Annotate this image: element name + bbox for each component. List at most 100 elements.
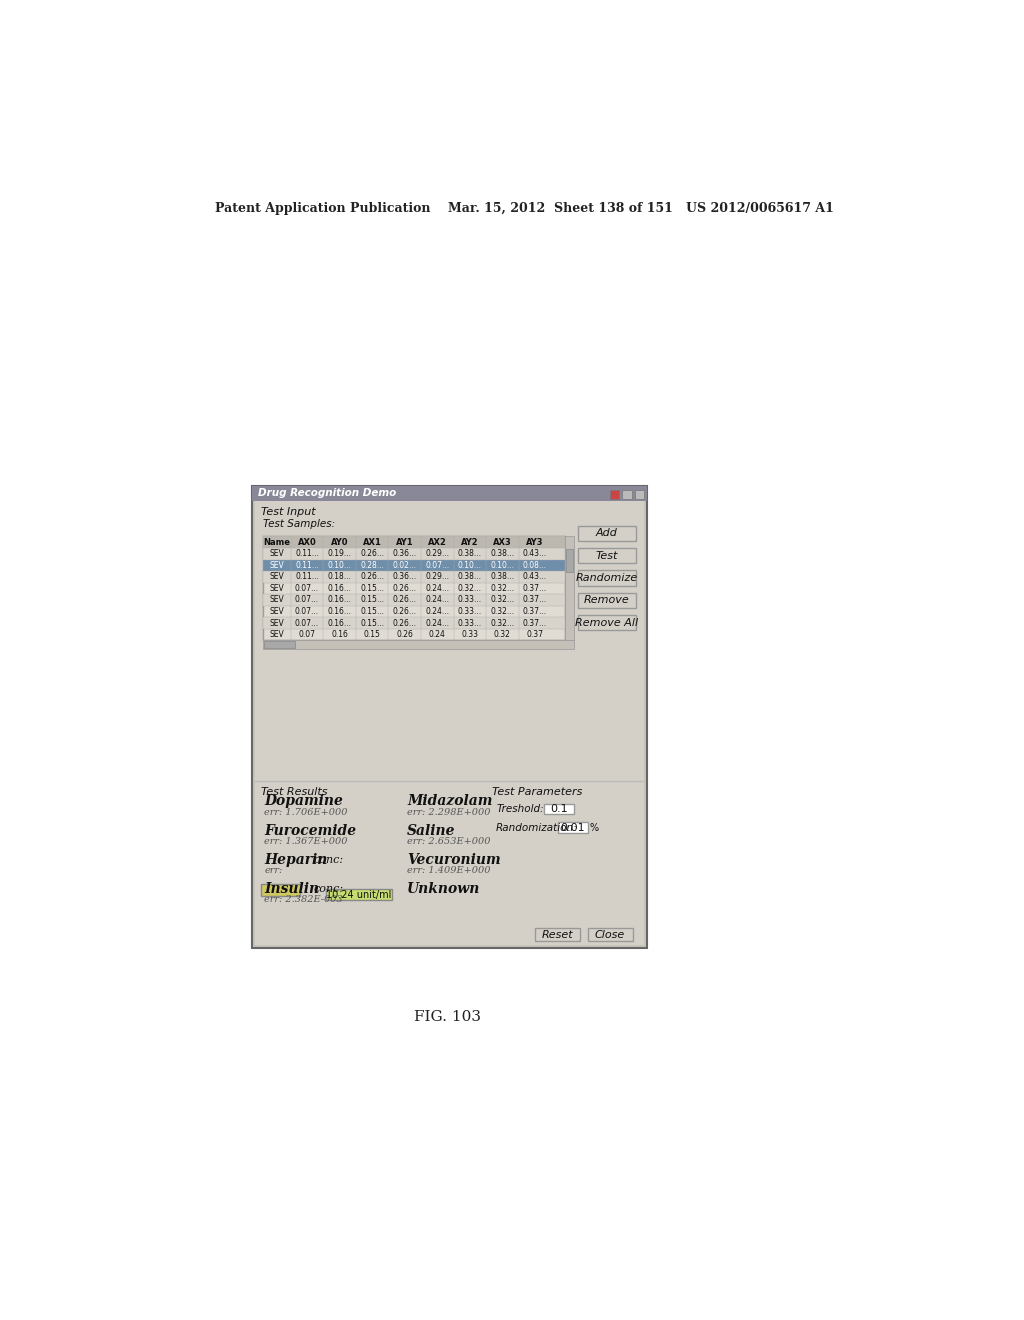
Bar — [578, 593, 636, 609]
Text: SEV: SEV — [269, 607, 285, 616]
Bar — [252, 486, 647, 948]
Text: 0.07...: 0.07... — [295, 583, 319, 593]
Text: 0.26...: 0.26... — [360, 549, 384, 558]
Text: 0.16...: 0.16... — [328, 595, 351, 605]
Text: 0.11...: 0.11... — [295, 549, 318, 558]
Text: err: 2.653E+000: err: 2.653E+000 — [407, 837, 490, 846]
Text: 0.26...: 0.26... — [360, 573, 384, 581]
Text: 0.10...: 0.10... — [328, 561, 351, 570]
Text: AY2: AY2 — [461, 537, 478, 546]
Text: SEV: SEV — [269, 630, 285, 639]
Text: 0.07...: 0.07... — [295, 619, 319, 627]
Text: 0.33: 0.33 — [461, 630, 478, 639]
Text: 0.37...: 0.37... — [523, 607, 547, 616]
Text: 0.16...: 0.16... — [328, 583, 351, 593]
Text: AY1: AY1 — [396, 537, 414, 546]
Text: SEV: SEV — [269, 595, 285, 605]
Text: 0.37...: 0.37... — [523, 619, 547, 627]
Text: 0.07: 0.07 — [299, 630, 315, 639]
Text: 0.1: 0.1 — [550, 804, 567, 814]
Text: Add: Add — [596, 528, 617, 539]
Text: Drug Recognition Demo: Drug Recognition Demo — [258, 488, 396, 499]
Text: AX1: AX1 — [362, 537, 382, 546]
Text: 0.02...: 0.02... — [392, 561, 417, 570]
Text: Dopamine: Dopamine — [264, 795, 343, 808]
Text: SEV: SEV — [269, 549, 285, 558]
Text: 0.32...: 0.32... — [458, 583, 481, 593]
Text: 0.10...: 0.10... — [490, 561, 514, 570]
Text: 10.24 unit/ml: 10.24 unit/ml — [327, 890, 391, 899]
Text: 0.32: 0.32 — [494, 630, 511, 639]
Text: Name: Name — [263, 537, 290, 546]
Bar — [264, 642, 295, 648]
Text: 0.11...: 0.11... — [295, 573, 318, 581]
Text: 0.37: 0.37 — [526, 630, 544, 639]
Text: 0.29...: 0.29... — [425, 549, 450, 558]
Text: %: % — [589, 822, 598, 833]
Text: 0.26...: 0.26... — [392, 595, 417, 605]
Bar — [578, 525, 636, 541]
Bar — [544, 804, 573, 814]
Text: 0.15...: 0.15... — [360, 595, 384, 605]
Text: 0.24...: 0.24... — [425, 619, 450, 627]
Text: 0.16...: 0.16... — [328, 619, 351, 627]
Text: Insulin: Insulin — [264, 882, 319, 896]
Text: 0.08...: 0.08... — [523, 561, 547, 570]
Text: 0.32...: 0.32... — [490, 583, 514, 593]
Text: Furocemide: Furocemide — [264, 824, 356, 838]
Text: 0.11...: 0.11... — [295, 561, 318, 570]
Text: 0.38...: 0.38... — [490, 549, 514, 558]
Text: AY0: AY0 — [331, 537, 348, 546]
Text: 0.26: 0.26 — [396, 630, 413, 639]
Text: Test: Test — [596, 550, 618, 561]
Text: 0.26...: 0.26... — [392, 607, 417, 616]
Text: Randomize: Randomize — [575, 573, 638, 583]
Text: 0.19...: 0.19... — [328, 549, 351, 558]
Bar — [578, 615, 636, 631]
Text: 0.32...: 0.32... — [490, 607, 514, 616]
Text: Test Input: Test Input — [261, 507, 316, 517]
Text: err: 2.298E+000: err: 2.298E+000 — [407, 808, 490, 817]
Text: Close: Close — [595, 929, 626, 940]
Text: 0.07...: 0.07... — [425, 561, 450, 570]
Bar — [610, 490, 620, 499]
Bar — [327, 890, 392, 900]
Text: 0.29...: 0.29... — [425, 573, 450, 581]
Text: err: 2.382E-003: err: 2.382E-003 — [264, 895, 343, 904]
Text: err: 1.706E+000: err: 1.706E+000 — [264, 808, 348, 817]
Text: Treshold:: Treshold: — [496, 804, 544, 814]
Text: 0.38...: 0.38... — [458, 573, 481, 581]
Text: 0.33...: 0.33... — [458, 619, 482, 627]
Bar — [535, 928, 580, 941]
Text: 0.38...: 0.38... — [490, 573, 514, 581]
Text: 0.37...: 0.37... — [523, 595, 547, 605]
Bar — [558, 822, 588, 833]
Bar — [263, 548, 565, 560]
Text: err:: err: — [264, 866, 283, 875]
Text: Reset: Reset — [542, 929, 573, 940]
Text: err: 1.409E+000: err: 1.409E+000 — [407, 866, 490, 875]
Text: Unknown: Unknown — [407, 882, 480, 896]
Bar — [578, 548, 636, 564]
Text: 0.10...: 0.10... — [458, 561, 481, 570]
Bar — [635, 490, 644, 499]
Text: 0.24...: 0.24... — [425, 595, 450, 605]
Text: 0.33...: 0.33... — [458, 595, 482, 605]
Text: err: 1.367E+000: err: 1.367E+000 — [264, 837, 348, 846]
Text: 0.43...: 0.43... — [523, 573, 547, 581]
Text: 0.28...: 0.28... — [360, 561, 384, 570]
Text: 0.36...: 0.36... — [392, 549, 417, 558]
Bar — [263, 618, 565, 628]
Text: 0.38...: 0.38... — [458, 549, 481, 558]
Text: 0.07...: 0.07... — [295, 595, 319, 605]
Text: Test Results: Test Results — [261, 787, 328, 797]
Bar — [263, 640, 573, 649]
Text: 0.24...: 0.24... — [425, 607, 450, 616]
Text: AX0: AX0 — [298, 537, 316, 546]
Text: 0.16: 0.16 — [331, 630, 348, 639]
Text: 0.26...: 0.26... — [392, 619, 417, 627]
Text: conc:: conc: — [314, 884, 344, 894]
Bar — [263, 560, 565, 572]
Bar — [261, 884, 300, 896]
Text: 0.37...: 0.37... — [523, 583, 547, 593]
